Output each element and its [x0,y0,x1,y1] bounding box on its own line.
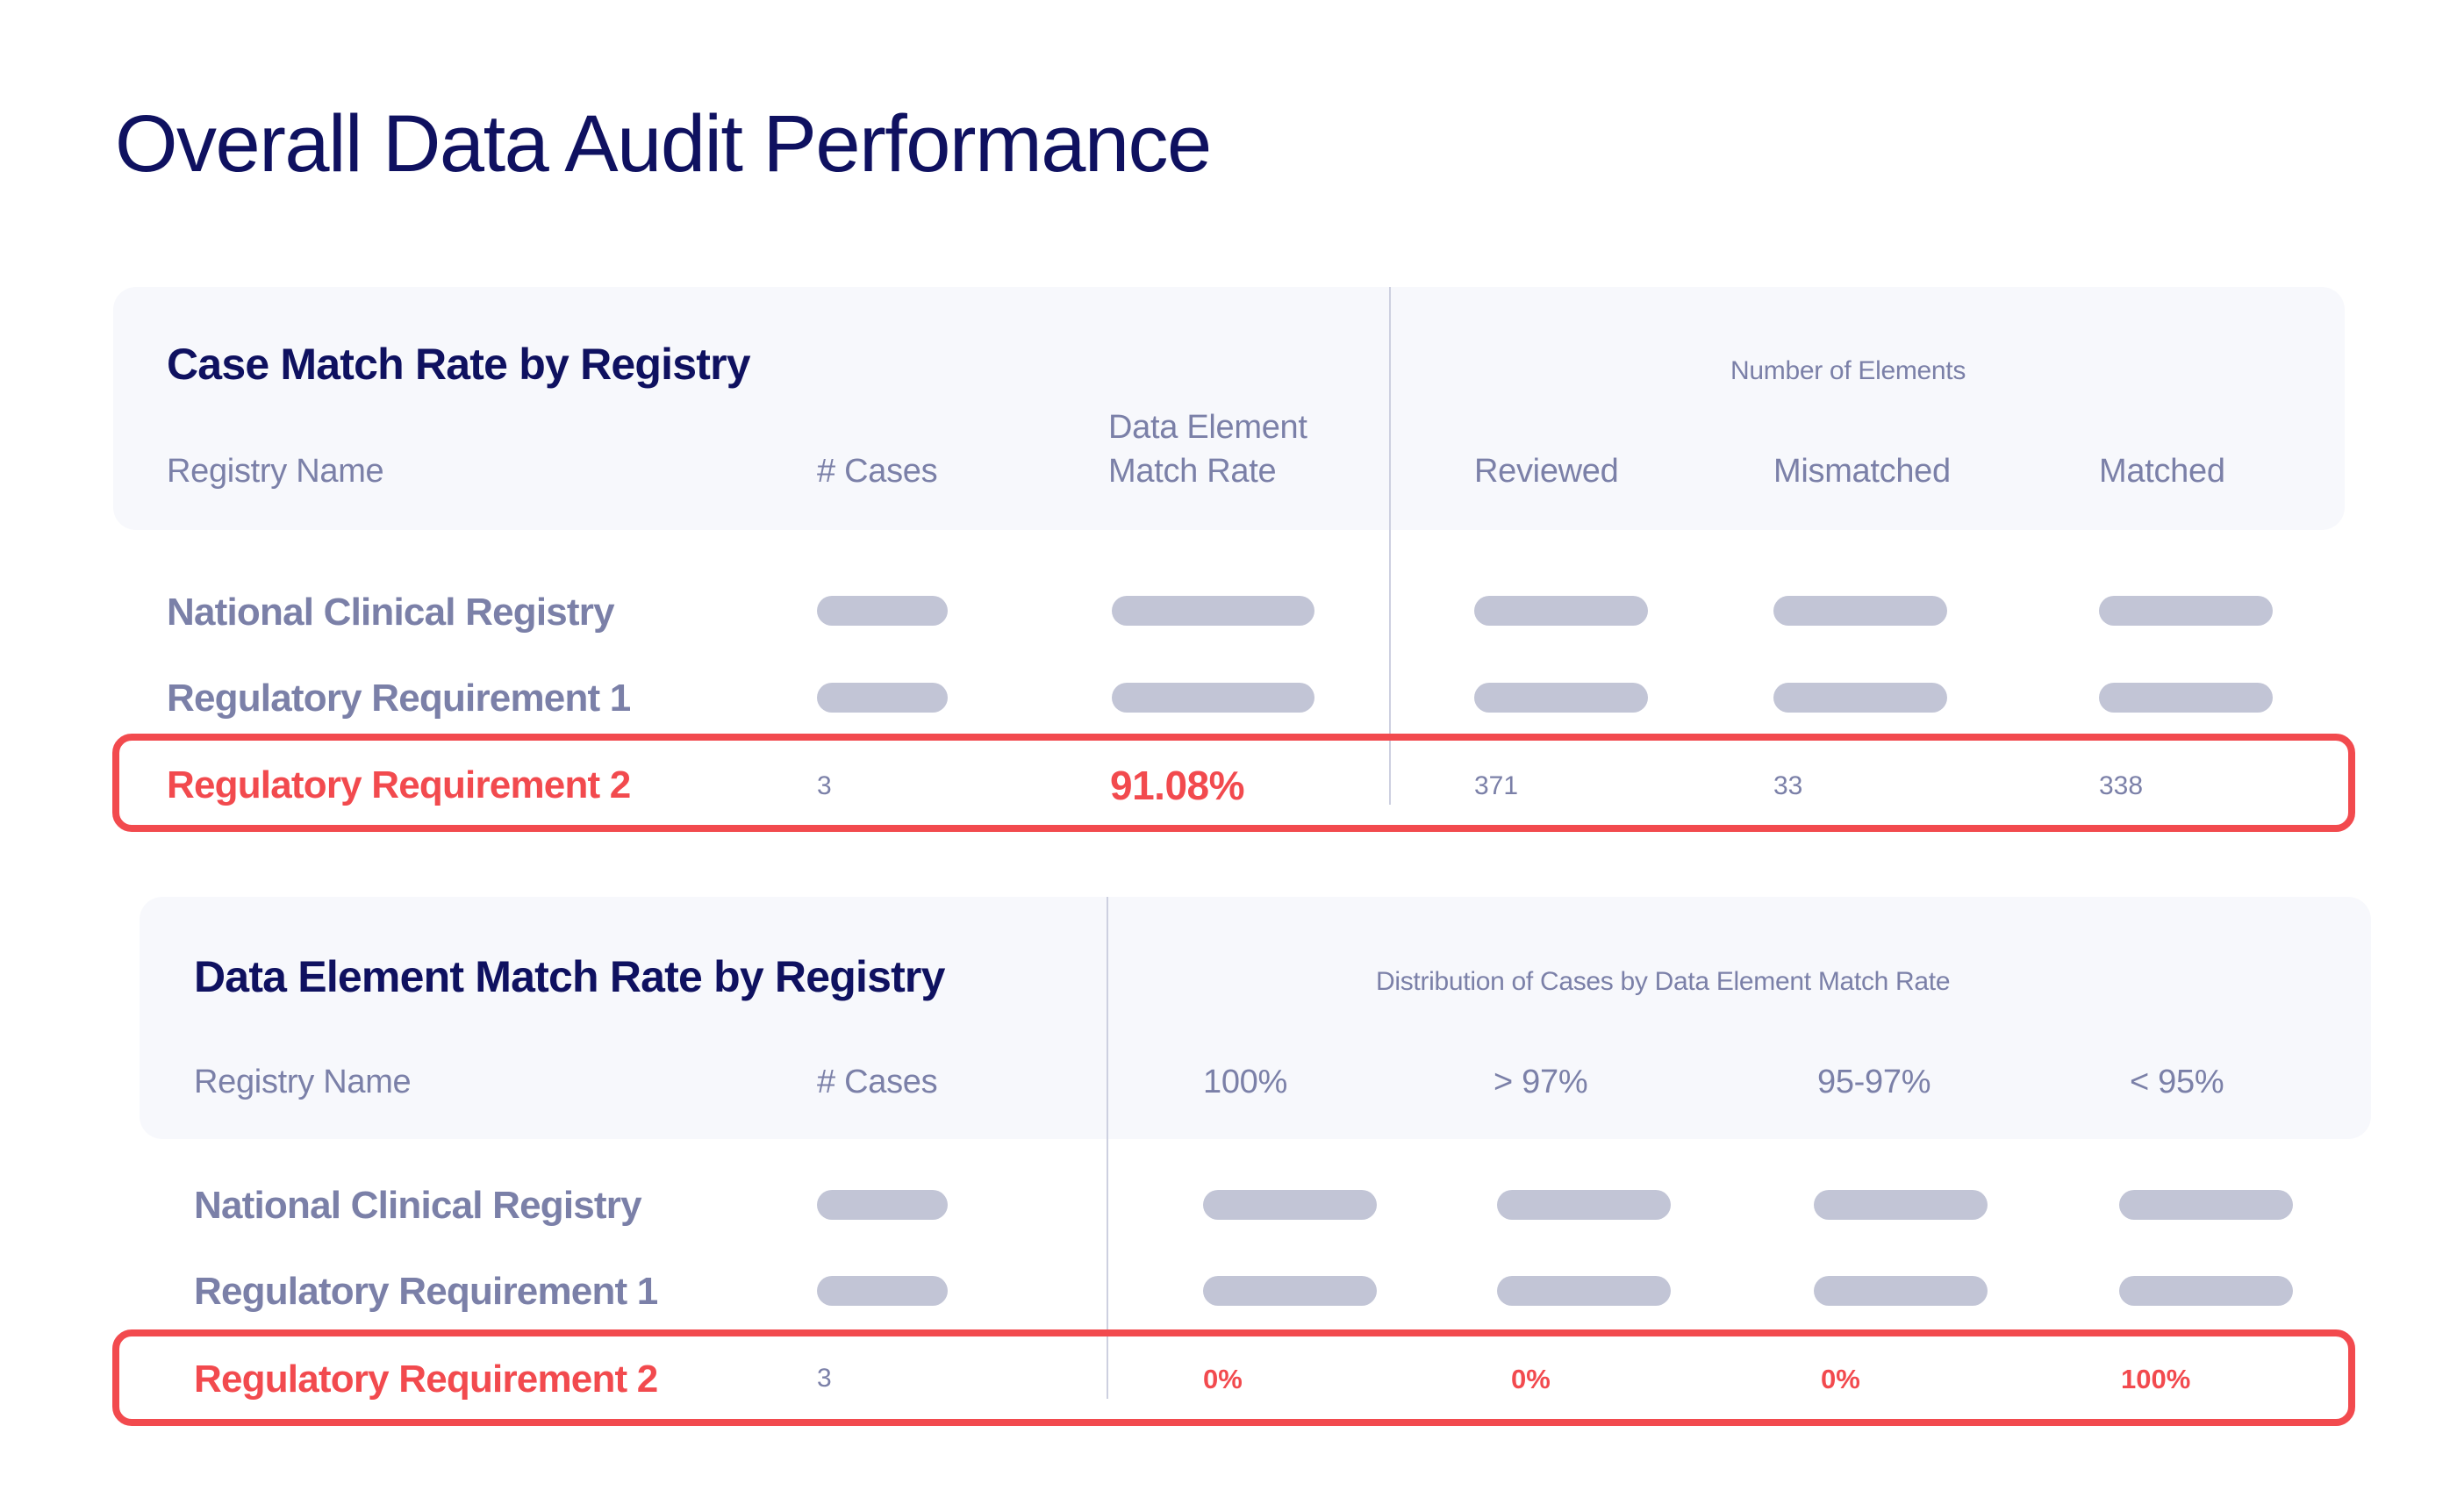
highlight-box [112,734,2355,832]
redacted-value-95-97 [1814,1276,1988,1306]
column-header-reviewed: Reviewed [1474,453,1619,490]
column-header-match-rate: Data Element Match Rate [1108,405,1307,493]
column-header-100-percent: 100% [1203,1064,1287,1100]
redacted-value-lt95 [2119,1276,2293,1306]
column-header-mismatched: Mismatched [1773,453,1951,490]
column-header-matched: Matched [2099,453,2225,490]
redacted-value-match-rate [1112,596,1314,626]
table-header-background [113,287,2345,530]
column-group-divider [1389,287,1391,805]
redacted-value-gt97 [1497,1276,1671,1306]
registry-name: Regulatory Requirement 1 [167,677,631,720]
registry-name: National Clinical Registry [167,591,615,634]
redacted-value-match-rate [1112,683,1314,713]
column-header-cases: # Cases [817,1064,938,1100]
redacted-value-mismatched [1773,596,1947,626]
redacted-value-100 [1203,1276,1377,1306]
page-title: Overall Data Audit Performance [115,99,1212,189]
table-header-background [140,897,2371,1139]
column-header-cases: # Cases [817,453,938,490]
registry-name: Regulatory Requirement 2 [167,763,631,806]
column-header-match-rate-line2: Match Rate [1108,453,1277,490]
column-group-label-number-of-elements: Number of Elements [1730,356,1966,385]
column-header-registry-name: Registry Name [167,453,384,490]
column-header-gt-97-percent: > 97% [1494,1064,1588,1100]
redacted-value-lt95 [2119,1190,2293,1220]
column-header-95-97-percent: 95-97% [1817,1064,1931,1100]
redacted-value-mismatched [1773,683,1947,713]
column-header-lt-95-percent: < 95% [2130,1064,2224,1100]
redacted-value-reviewed [1474,596,1648,626]
redacted-value-cases [817,596,948,626]
redacted-value-cases [817,1276,948,1306]
redacted-value-reviewed [1474,683,1648,713]
match-rate-value: 91.08% [1110,763,1245,808]
redacted-value-95-97 [1814,1190,1988,1220]
bucket-95-97-value: 0% [1821,1364,1860,1394]
table-title: Case Match Rate by Registry [167,340,751,389]
redacted-value-gt97 [1497,1190,1671,1220]
column-header-registry-name: Registry Name [194,1064,412,1100]
bucket-100-value: 0% [1203,1364,1243,1394]
highlight-box [112,1329,2355,1426]
cases-value: 3 [817,771,832,800]
redacted-value-100 [1203,1190,1377,1220]
mismatched-value: 33 [1773,771,1803,800]
column-header-match-rate-line1: Data Element [1108,409,1307,446]
reviewed-value: 371 [1474,771,1519,800]
redacted-value-cases [817,1190,948,1220]
bucket-gt97-value: 0% [1511,1364,1551,1394]
redacted-value-matched [2099,683,2273,713]
redacted-value-matched [2099,596,2273,626]
column-group-divider [1107,897,1108,1399]
column-group-label-distribution: Distribution of Cases by Data Element Ma… [1376,967,1951,996]
table-title: Data Element Match Rate by Registry [194,952,945,1001]
registry-name: Regulatory Requirement 2 [194,1358,658,1401]
registry-name: National Clinical Registry [194,1184,642,1227]
cases-value: 3 [817,1364,832,1393]
registry-name: Regulatory Requirement 1 [194,1270,658,1313]
bucket-lt95-value: 100% [2121,1364,2191,1394]
matched-value: 338 [2099,771,2144,800]
redacted-value-cases [817,683,948,713]
